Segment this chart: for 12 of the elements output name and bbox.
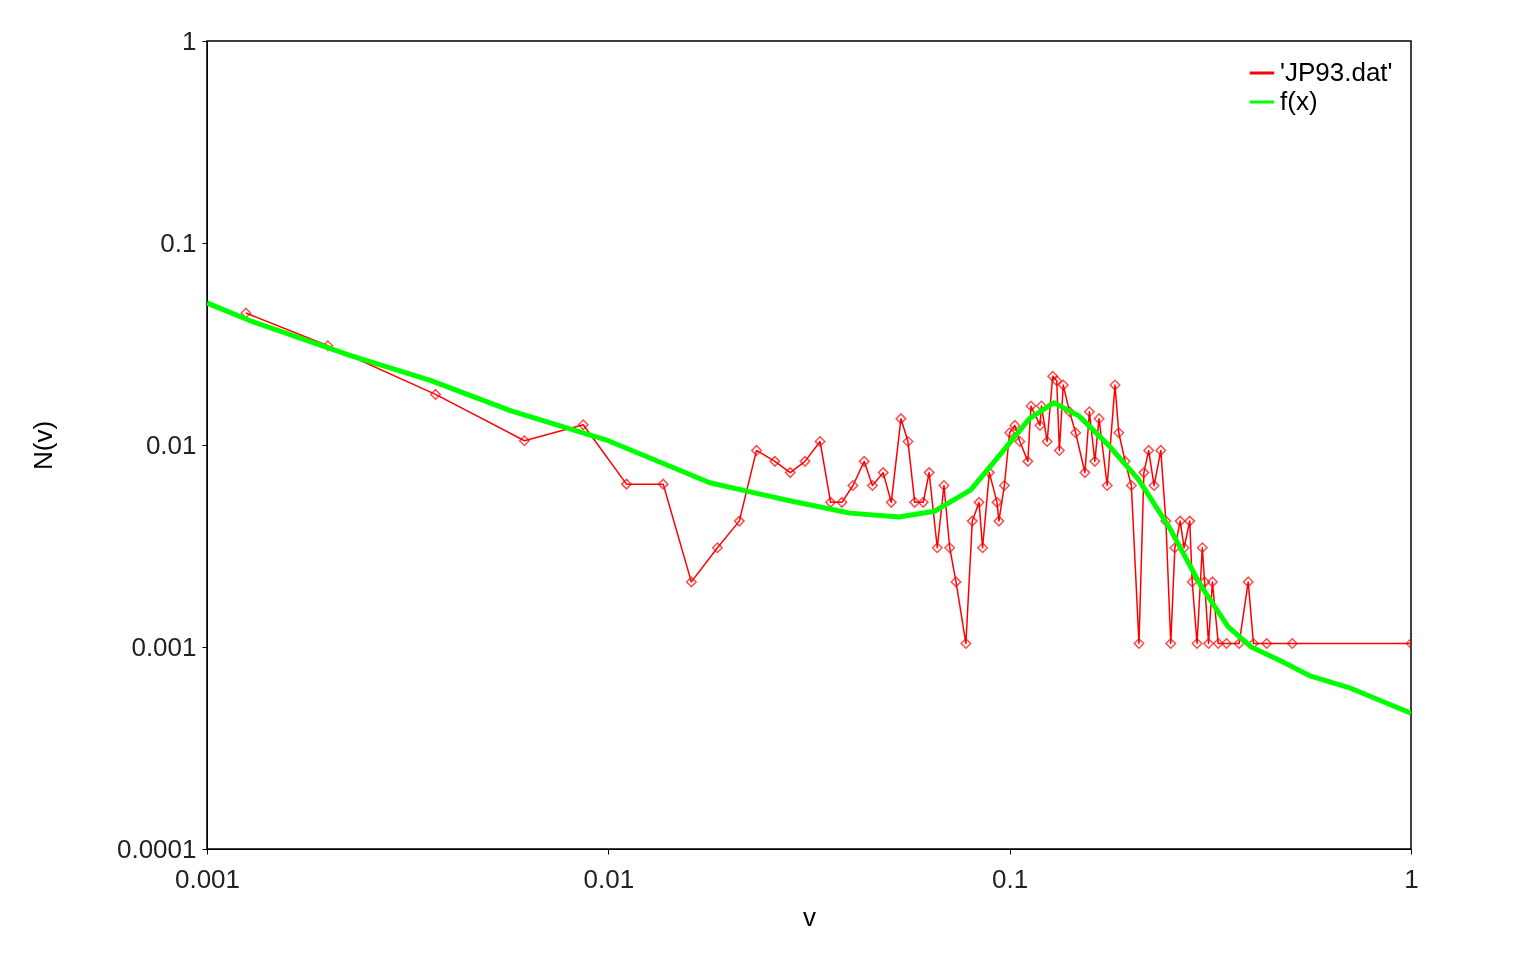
legend-label: f(x) [1280,86,1318,116]
y-axis-title: N(v) [27,420,58,471]
y-tick-label: 0.001 [131,631,197,662]
x-tick-label: 0.01 [583,863,635,894]
y-tick-label: 0.1 [160,227,197,258]
x-axis-title: v [803,901,816,932]
legend-label: 'JP93.dat' [1280,57,1393,87]
x-tick-label: 0.1 [992,863,1029,894]
y-tick-label: 1 [182,25,197,56]
y-tick-label: 0.0001 [116,833,197,864]
x-tick-label: 1 [1404,863,1419,894]
y-tick-label: 0.01 [145,429,197,460]
